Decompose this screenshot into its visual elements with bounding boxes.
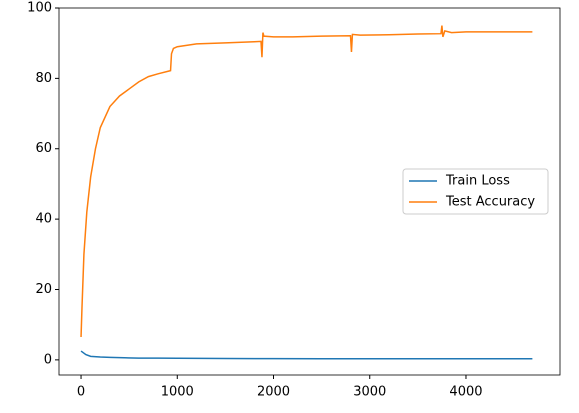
series-line <box>80 25 533 338</box>
y-tick-label: 60 <box>35 141 52 156</box>
x-tick-label: 4000 <box>449 385 482 400</box>
y-tick-label: 20 <box>35 282 52 297</box>
x-tick-label: 2000 <box>257 385 290 400</box>
x-tick-label: 3000 <box>353 385 386 400</box>
legend-label: Train Loss <box>445 174 510 189</box>
legend-box <box>402 168 549 215</box>
y-tick-label: 0 <box>44 352 52 367</box>
y-tick-label: 40 <box>35 212 52 227</box>
x-tick-label: 1000 <box>161 385 194 400</box>
legend-label: Test Accuracy <box>445 195 535 210</box>
series-line <box>80 350 533 360</box>
x-tick-label: 0 <box>77 385 85 400</box>
y-tick-label: 80 <box>35 71 52 86</box>
y-tick-label: 100 <box>27 1 52 16</box>
plot-frame <box>58 7 561 376</box>
